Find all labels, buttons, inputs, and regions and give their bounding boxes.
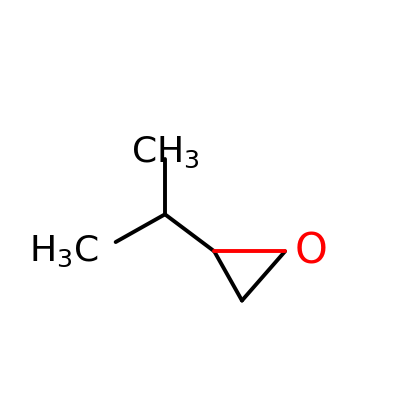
- Text: CH$_3$: CH$_3$: [130, 134, 199, 170]
- Text: H$_3$C: H$_3$C: [29, 234, 99, 269]
- Text: O: O: [294, 230, 327, 272]
